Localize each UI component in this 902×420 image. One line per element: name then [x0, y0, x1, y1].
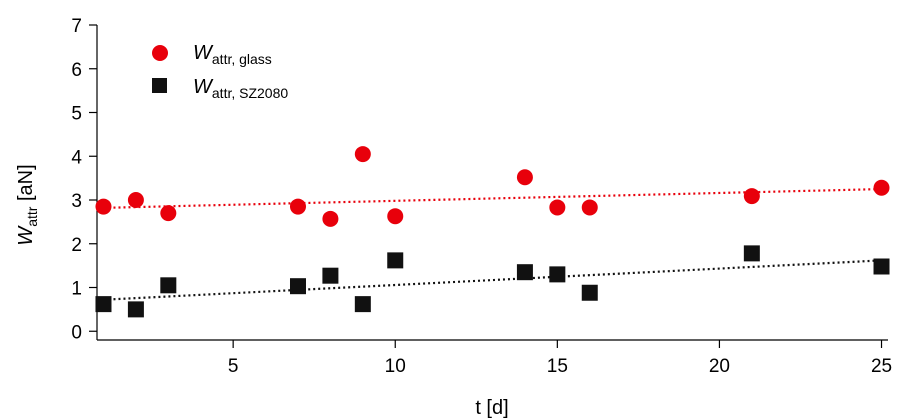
data-point-glass	[516, 169, 533, 186]
data-point-sz2080	[516, 264, 533, 281]
legend-marker-sz2080	[152, 78, 167, 93]
trend-lines	[103, 187, 882, 301]
data-point-glass	[549, 199, 566, 216]
data-points	[95, 146, 890, 318]
data-point-sz2080	[95, 296, 112, 313]
y-tick-label: 4	[71, 147, 82, 168]
legend-label-sz2080: Wattr, SZ2080	[193, 76, 288, 101]
data-point-sz2080	[289, 278, 306, 295]
data-point-sz2080	[354, 296, 371, 313]
data-point-glass	[354, 146, 371, 163]
y-tick-label: 7	[71, 16, 82, 37]
y-axis-ticks: 0 1 2 3 4 5 6 7	[71, 16, 97, 343]
x-tick-label: 5	[228, 356, 239, 377]
data-point-glass	[581, 199, 598, 216]
y-tick-label: 1	[71, 279, 82, 300]
x-axis-ticks: 5 10 15 20 25	[228, 340, 892, 377]
data-point-glass	[289, 198, 306, 215]
legend-label-glass: Wattr, glass	[193, 42, 272, 67]
data-point-sz2080	[127, 301, 144, 318]
data-point-glass	[387, 208, 404, 225]
x-tick-label: 10	[385, 356, 406, 377]
x-tick-label: 25	[871, 356, 892, 377]
y-tick-label: 5	[71, 104, 82, 125]
y-tick-label: 6	[71, 60, 82, 81]
y-tick-label: 0	[71, 322, 82, 343]
data-point-sz2080	[873, 258, 890, 275]
trend-line-series-1	[103, 259, 882, 301]
data-point-sz2080	[549, 266, 566, 283]
x-axis-title: t [d]	[475, 397, 508, 419]
data-point-sz2080	[322, 267, 339, 284]
trend-line-series-0	[103, 187, 882, 209]
data-point-glass	[160, 205, 177, 222]
legend-marker-glass	[152, 45, 168, 61]
y-axis-title: Wattr [aN]	[15, 164, 40, 245]
data-point-sz2080	[160, 277, 177, 294]
y-tick-label: 3	[71, 191, 82, 212]
legend: Wattr, glass Wattr, SZ2080	[152, 42, 288, 101]
data-point-glass	[322, 210, 339, 227]
axes	[96, 25, 888, 341]
data-point-sz2080	[387, 252, 404, 269]
data-point-glass	[873, 179, 890, 196]
data-point-glass	[95, 198, 112, 215]
data-point-sz2080	[743, 245, 760, 262]
data-point-sz2080	[581, 284, 598, 301]
y-tick-label: 2	[71, 235, 82, 256]
data-point-glass	[743, 188, 760, 205]
data-point-glass	[127, 192, 144, 208]
x-tick-label: 20	[709, 356, 730, 377]
x-tick-label: 15	[547, 356, 568, 377]
